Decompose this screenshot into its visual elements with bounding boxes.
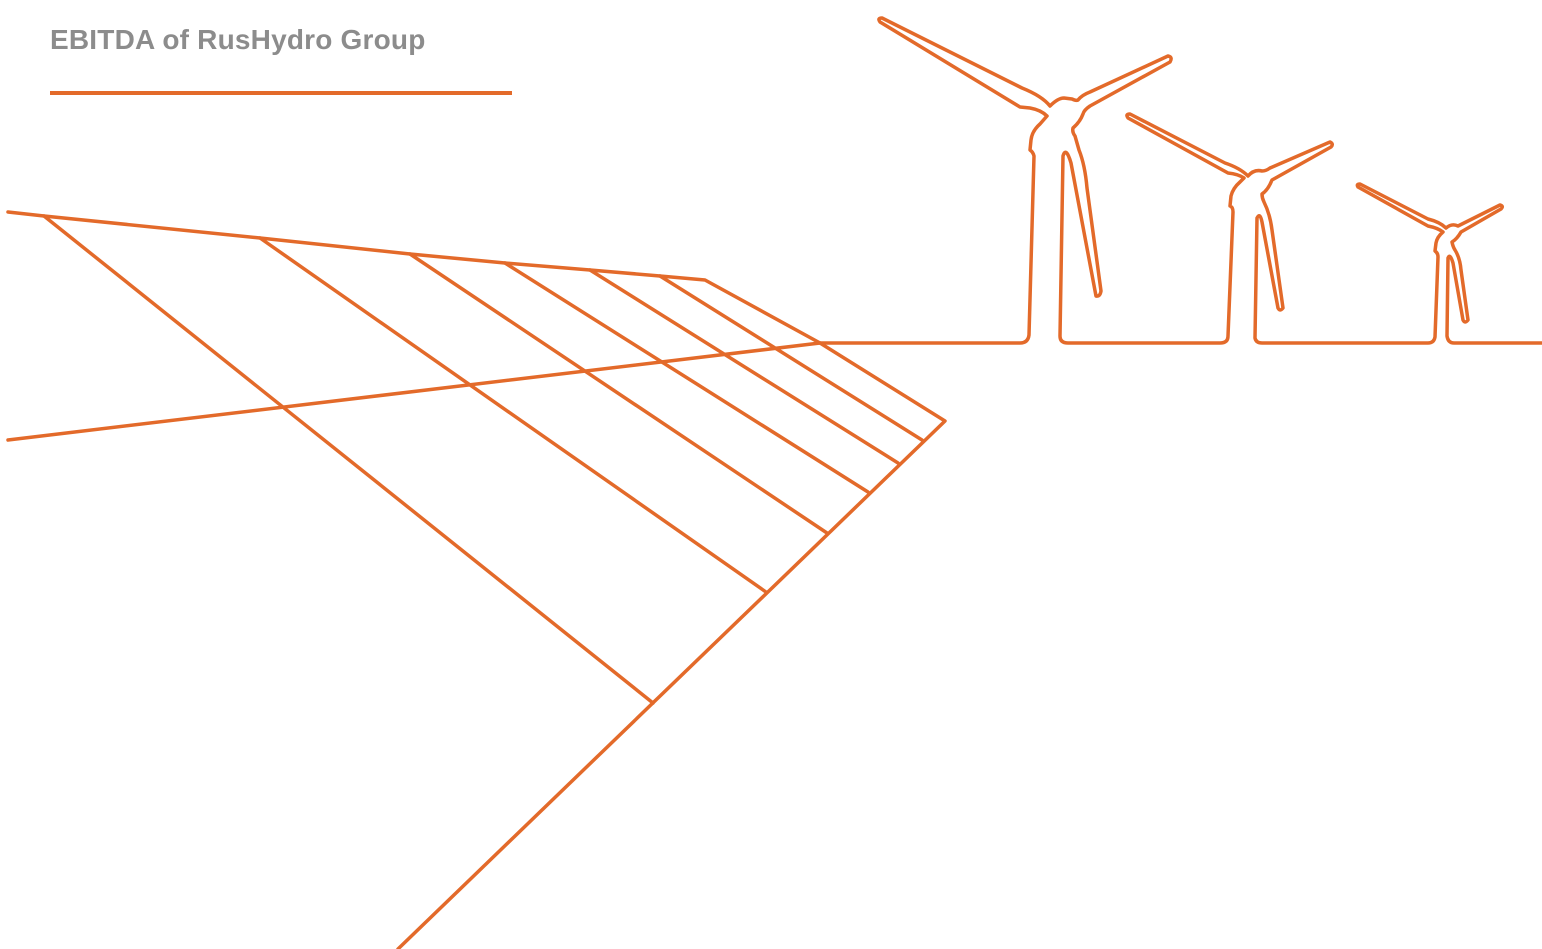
page-title: EBITDA of RusHydro Group — [50, 24, 426, 55]
title-underline — [50, 91, 512, 95]
solar-panel-icon — [6, 210, 947, 949]
wind-turbine-icon — [818, 16, 1542, 345]
wind-turbine-group — [818, 16, 1542, 345]
